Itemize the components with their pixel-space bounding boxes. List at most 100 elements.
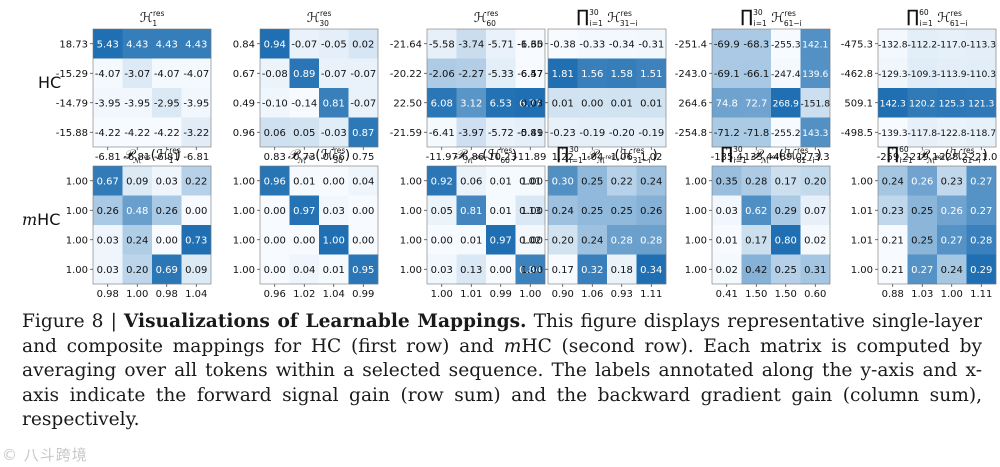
cell-value-label: -71.8 bbox=[743, 128, 769, 139]
cell-value-label: -151.8 bbox=[800, 98, 830, 109]
cell-value-label: 0.00 bbox=[581, 98, 603, 109]
cell-value-label: 0.73 bbox=[185, 235, 207, 246]
cell-value-label: 0.00 bbox=[323, 176, 345, 187]
heatmap-cell bbox=[348, 225, 379, 255]
cell-value-label: 143.3 bbox=[802, 128, 828, 139]
cell-value-label: 120.2 bbox=[909, 98, 935, 109]
cell-value-label: -0.19 bbox=[638, 128, 664, 139]
heatmap-cell bbox=[741, 88, 772, 118]
heatmap-cell bbox=[741, 117, 772, 148]
heatmap-cell bbox=[771, 29, 801, 59]
heatmap-cell bbox=[122, 195, 153, 226]
row-label-mhc: mHC bbox=[22, 210, 60, 229]
row-sum-label: 1.00 bbox=[66, 206, 88, 217]
heatmap-cell bbox=[800, 225, 831, 255]
cell-value-label: 0.03 bbox=[431, 265, 453, 276]
cell-value-label: -0.05 bbox=[321, 39, 347, 50]
cell-value-label: 0.69 bbox=[156, 265, 178, 276]
caption-title: Visualizations of Learnable Mappings. bbox=[123, 311, 527, 332]
heatmap-cell bbox=[152, 29, 182, 59]
heatmap-cell bbox=[319, 117, 349, 148]
heatmap-cell bbox=[548, 195, 578, 226]
cell-value-label: 0.25 bbox=[911, 206, 933, 217]
cell-value-label: 0.00 bbox=[490, 265, 512, 276]
col-sum-label: 1.04 bbox=[323, 289, 345, 300]
heatmap-cell bbox=[515, 195, 546, 226]
cell-value-label: 0.00 bbox=[352, 206, 374, 217]
cell-value-label: 0.27 bbox=[970, 206, 992, 217]
row-sum-label: 1.00 bbox=[400, 176, 422, 187]
cell-value-label: 0.01 bbox=[293, 176, 315, 187]
cell-value-label: 0.81 bbox=[460, 206, 482, 217]
col-sum-label: 273.3 bbox=[801, 152, 830, 163]
cell-value-label: 0.87 bbox=[352, 128, 374, 139]
heatmap-cell bbox=[152, 195, 182, 226]
heatmap-cell bbox=[456, 225, 487, 255]
heatmap-cell bbox=[93, 58, 123, 89]
heatmap-cell bbox=[800, 29, 831, 59]
heatmap-cell bbox=[122, 117, 153, 148]
cell-value-label: 0.00 bbox=[431, 235, 453, 246]
cell-value-label: 0.25 bbox=[775, 265, 797, 276]
heatmap-3: -5.58 -3.74 -5.71 -6.60 -2.06 -2.27 -5.33 -6.57… bbox=[390, 9, 547, 163]
cell-value-label: -0.31 bbox=[638, 39, 664, 50]
cell-value-label: 0.97 bbox=[293, 206, 315, 217]
heatmap-cell bbox=[348, 166, 379, 196]
cell-value-label: -109.3 bbox=[907, 69, 937, 80]
heatmap-cell bbox=[937, 254, 967, 285]
cell-value-label: 0.27 bbox=[941, 235, 963, 246]
row-sum-label: 1.00 bbox=[851, 176, 873, 187]
heatmap-frame bbox=[711, 28, 831, 148]
heatmap-cell bbox=[636, 88, 667, 118]
heatmap-cell bbox=[260, 195, 290, 226]
cell-value-label: 0.28 bbox=[745, 176, 767, 187]
heatmap-title: ℋres 1 bbox=[140, 9, 165, 28]
heatmap-cell bbox=[427, 29, 457, 59]
heatmap-cell bbox=[289, 225, 320, 255]
heatmap-cell bbox=[800, 195, 831, 226]
cell-value-label: 0.05 bbox=[293, 128, 315, 139]
heatmap-cell bbox=[260, 88, 290, 118]
caption-text-m: m bbox=[503, 335, 522, 357]
heatmap-1: 5.43 4.43 4.43 4.43-4.07 -3.07 -4.07 -4.07-3.9… bbox=[56, 9, 212, 163]
cell-value-label: -5.33 bbox=[488, 69, 514, 80]
row-sum-label: 1.01 bbox=[851, 235, 873, 246]
row-sum-label: -243.0 bbox=[675, 69, 707, 80]
row-sum-label: 1.00 bbox=[685, 235, 707, 246]
cell-value-label: -255.3 bbox=[771, 39, 801, 50]
cell-value-label: -3.95 bbox=[95, 98, 121, 109]
row-sum-label: 264.6 bbox=[678, 98, 707, 109]
heatmap-cell bbox=[607, 225, 637, 255]
heatmap-7: 0.67 0.09 0.03 0.22 0.26 0.48 0.26 0.00 0.03 0.24… bbox=[66, 146, 212, 300]
cell-value-label: 0.28 bbox=[611, 235, 633, 246]
cell-value-label: -122.8 bbox=[937, 128, 967, 139]
col-sum-label: -11.89 bbox=[514, 152, 546, 163]
col-sum-label: 1.04 bbox=[581, 152, 603, 163]
heatmap-cell bbox=[348, 58, 379, 89]
heatmap-cell bbox=[771, 58, 801, 89]
cell-value-label: -3.07 bbox=[124, 69, 150, 80]
heatmap-title: ℋres 30 bbox=[307, 9, 332, 28]
heatmap-cell bbox=[122, 29, 153, 59]
cell-value-label: 0.24 bbox=[941, 265, 963, 276]
cell-value-label: 0.96 bbox=[264, 176, 286, 187]
cell-value-label: 0.35 bbox=[716, 176, 738, 187]
cell-value-label: -0.34 bbox=[609, 39, 635, 50]
cell-value-label: 0.23 bbox=[941, 176, 963, 187]
col-sum-label: 1.00 bbox=[126, 289, 148, 300]
cell-value-label: 0.24 bbox=[581, 235, 603, 246]
cell-value-label: 0.26 bbox=[941, 206, 963, 217]
heatmap-cell bbox=[712, 254, 742, 285]
cell-value-label: -117.8 bbox=[907, 128, 937, 139]
cell-value-label: 72.7 bbox=[745, 98, 767, 109]
heatmap-cell bbox=[636, 29, 667, 59]
heatmap-cell bbox=[577, 166, 608, 196]
cell-value-label: 0.62 bbox=[745, 206, 767, 217]
heatmap-cell bbox=[486, 195, 516, 226]
cell-value-label: -3.95 bbox=[183, 98, 209, 109]
row-sum-label: -254.8 bbox=[675, 128, 707, 139]
heatmap-cell bbox=[741, 254, 772, 285]
cell-value-label: 0.06 bbox=[264, 128, 286, 139]
heatmap-frame bbox=[426, 165, 546, 285]
cell-value-label: 1.56 bbox=[581, 69, 603, 80]
